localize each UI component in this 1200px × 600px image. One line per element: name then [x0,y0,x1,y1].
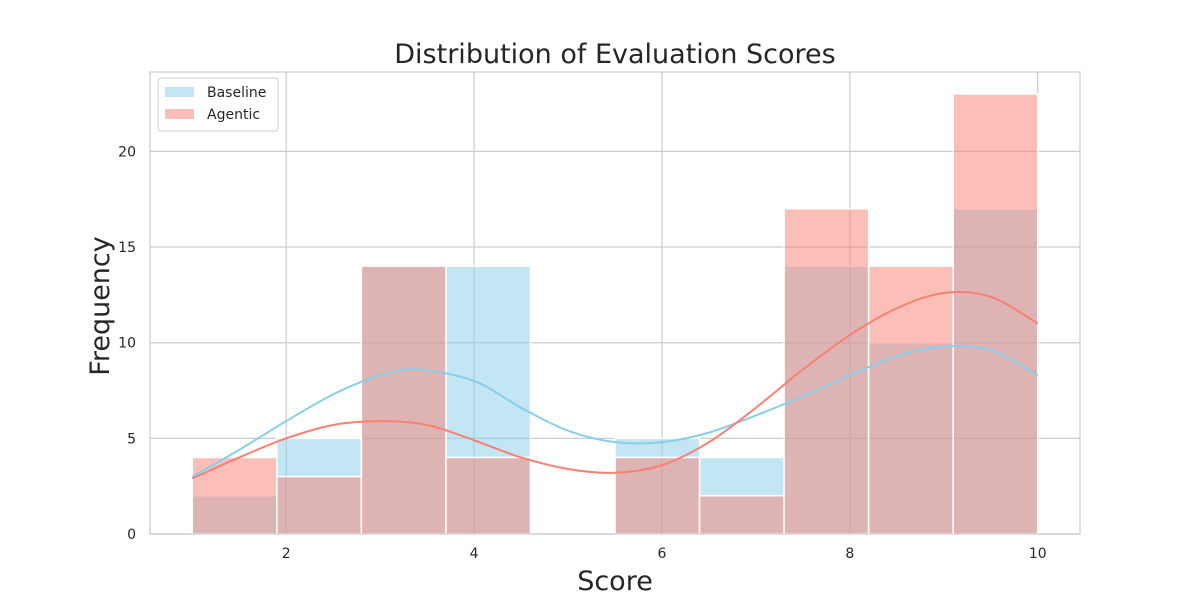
chart-title: Distribution of Evaluation Scores [394,39,835,70]
y-axis-title: Frequency [85,236,116,376]
y-tick-label: 20 [118,144,136,160]
y-tick-label: 0 [127,527,136,543]
legend-label-agentic: Agentic [207,107,260,123]
y-tick-label: 15 [118,240,136,256]
histogram-bar-agentic [698,494,785,535]
plot-frame [149,71,1081,535]
histogram-bar-agentic [276,475,363,535]
histogram-bar-agentic [783,208,870,535]
legend-label-baseline: Baseline [207,85,266,101]
legend: Baseline Agentic [157,77,279,132]
histogram-bar-agentic [445,456,532,535]
legend-swatch-agentic [165,109,194,119]
x-tick-label: 10 [1029,546,1047,562]
y-tick-label: 5 [127,431,136,447]
x-tick-label: 8 [845,546,854,562]
kde-line-agentic [191,290,1039,480]
x-axis-title: Score [577,566,653,597]
kde-line-baseline [191,345,1039,478]
histogram-bar-agentic [867,265,954,535]
y-tick-label: 10 [118,336,136,352]
x-tick-label: 4 [470,546,479,562]
histogram-bar-agentic [360,265,447,535]
legend-swatch-baseline [165,87,194,97]
x-tick-label: 2 [282,546,291,562]
x-tick-label: 6 [658,546,667,562]
histogram-bar-agentic [191,456,278,535]
y-tick-labels: 0 5 10 15 20 [118,144,136,543]
histogram-bars [191,93,1039,535]
kde-curves [191,290,1039,480]
histogram-bar-agentic [952,93,1039,535]
histogram-bar-agentic [614,456,701,535]
x-tick-labels: 2 4 6 8 10 [282,546,1047,562]
